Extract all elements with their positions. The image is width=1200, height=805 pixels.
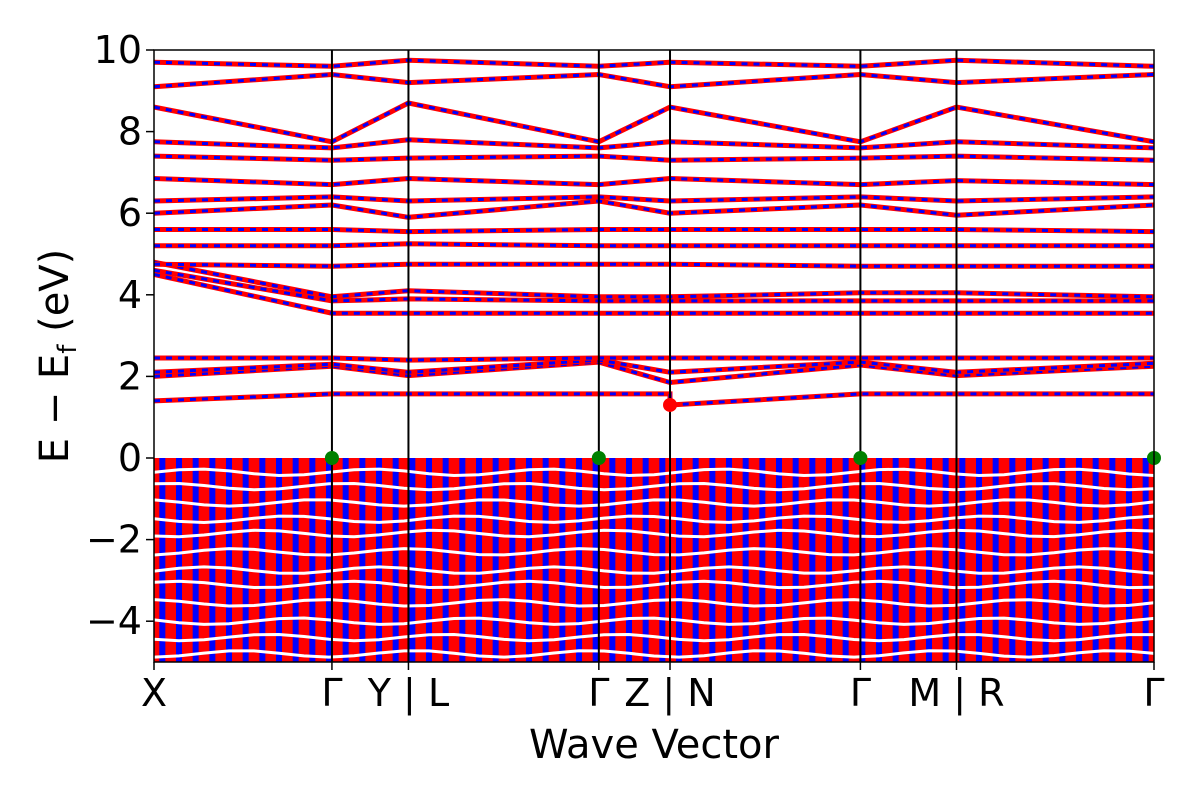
band-spin-down	[154, 262, 1154, 268]
y-axis-title-main: E − E	[32, 354, 78, 464]
valence-band-gap	[154, 498, 1154, 508]
band-spin-up	[154, 175, 1154, 188]
band-spin-up	[154, 198, 1154, 220]
high-symmetry-lines	[330, 50, 958, 662]
valence-band-gap	[154, 565, 1154, 575]
band-spin-up	[154, 391, 1154, 408]
valence-band-gap	[154, 481, 1154, 492]
valence-bands	[154, 458, 1154, 662]
band-spin-down	[154, 58, 1154, 68]
valence-fill	[154, 458, 1154, 662]
band-spin-down	[154, 176, 1154, 187]
y-tick-label: 4	[118, 273, 142, 317]
y-axis-title: E − Ef (eV)	[32, 249, 83, 464]
y-axis-title-unit: (eV)	[32, 249, 78, 345]
valence-band-gap	[154, 467, 1154, 478]
x-tick-label: Γ	[588, 671, 609, 715]
y-tick-label: −2	[86, 518, 142, 562]
x-tick-label: M | R	[908, 671, 1004, 716]
band-spin-down	[154, 358, 1154, 374]
band-spin-down	[154, 138, 1154, 150]
x-axis-ticks: X Γ Y | L Γ Z | N Γ M | R Γ	[141, 662, 1165, 716]
cbm-marker	[663, 397, 678, 412]
x-tick-label: X	[141, 671, 167, 715]
vbm-marker	[324, 451, 339, 465]
x-tick-label: Γ	[321, 671, 342, 715]
valence-band-gap	[154, 649, 1154, 659]
y-axis-ticks: −4 −2 0 2 4 6 8 10	[86, 28, 154, 643]
x-axis-title: Wave Vector	[529, 722, 780, 768]
vbm-marker	[853, 451, 868, 465]
band-spin-down	[154, 154, 1154, 162]
valence-band-gap	[154, 579, 1154, 590]
band-edge-markers	[324, 397, 1161, 465]
x-tick-label: Z | N	[624, 671, 715, 716]
band-spin-up	[154, 100, 1154, 145]
valence-band-gap	[154, 528, 1154, 539]
band-spin-up	[154, 153, 1154, 163]
y-tick-label: 10	[94, 28, 142, 72]
plot-frame	[153, 49, 1155, 663]
band-spin-down	[154, 101, 1154, 144]
y-tick-label: 2	[118, 354, 142, 398]
y-tick-label: 8	[118, 110, 142, 154]
valence-band-gap	[154, 547, 1154, 557]
band-spin-down	[154, 268, 1154, 303]
y-tick-label: 6	[118, 191, 142, 235]
conduction-bands	[154, 57, 1154, 408]
y-tick-label: −4	[86, 599, 142, 643]
band-spin-up	[154, 194, 1154, 204]
x-tick-label: Y | L	[367, 671, 449, 716]
band-spin-down	[154, 199, 1154, 219]
band-spin-down	[154, 72, 1154, 89]
band-spin-down	[154, 356, 1154, 362]
y-tick-label: 0	[118, 436, 142, 480]
valence-band-gap	[154, 514, 1154, 525]
band-spin-up	[154, 137, 1154, 151]
vbm-marker	[591, 451, 606, 465]
valence-band-gap	[154, 598, 1154, 608]
band-spin-down	[154, 260, 1154, 299]
band-spin-down	[154, 228, 1154, 234]
valence-band-gap	[154, 616, 1154, 626]
band-spin-up	[154, 57, 1154, 69]
band-spin-down	[154, 272, 1154, 315]
band-spin-down	[154, 242, 1154, 248]
x-tick-label: Γ	[850, 671, 871, 715]
band-spin-down	[154, 360, 1154, 385]
valence-band-gap	[154, 632, 1154, 643]
band-spin-down	[154, 195, 1154, 203]
y-axis-title-subscript: f	[53, 344, 83, 354]
x-tick-label: Γ	[1143, 671, 1164, 715]
